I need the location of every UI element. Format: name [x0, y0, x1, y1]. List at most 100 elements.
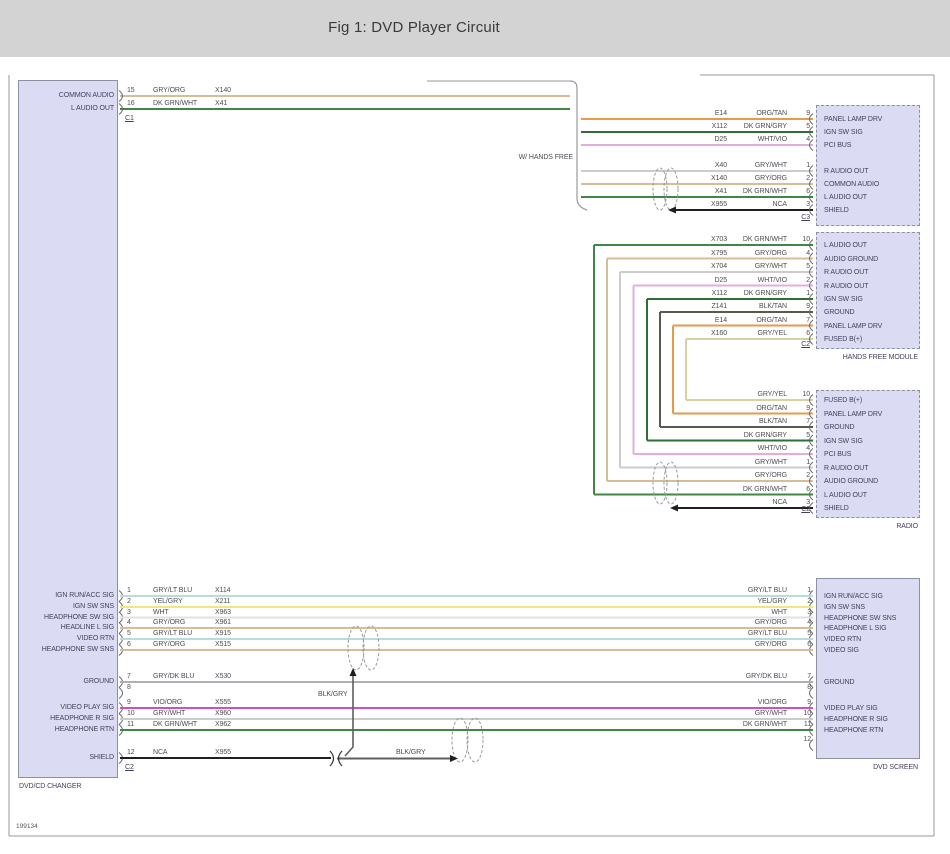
wire-id-label: X515 [215, 641, 231, 648]
radio-box [816, 390, 920, 518]
pin-label: PCI BUS [824, 451, 852, 458]
wire-color-label: ORG/TAN [756, 316, 787, 324]
wire-color-label: WHT/VIO [757, 136, 787, 143]
wire-color-label: BLK/GRY [318, 691, 348, 698]
dvd-screen-box [816, 578, 920, 759]
wire-color-label: DK GRN/WHT [742, 236, 787, 243]
wire-color-label: DK GRN/WHT [742, 721, 787, 728]
pin-number: 9 [127, 699, 131, 706]
shield-symbol [451, 717, 469, 763]
wire-id-label: X961 [215, 619, 231, 626]
figure-code: 199134 [16, 823, 38, 830]
wire-color-label: NCA [153, 749, 168, 756]
pin-label: IGN SW SNS [72, 603, 114, 610]
pin-bracket [809, 165, 814, 177]
wire-color-label: NCA [772, 201, 788, 208]
pin-number: 1 [807, 587, 811, 594]
wire-color-label: ORG/TAN [756, 404, 787, 412]
wire-color-label: BLK/TAN [759, 418, 787, 425]
pin-bracket [118, 687, 123, 699]
wire-color-label: NCA [772, 499, 788, 506]
wire-id-label: X114 [215, 587, 231, 594]
wire-color-label: WHT/VIO [757, 445, 787, 452]
splice-connector [329, 750, 335, 767]
wire-color-label: GRY/WHT [754, 458, 787, 466]
pin-label: R AUDIO OUT [824, 269, 869, 276]
pin-number: 4 [127, 619, 131, 626]
pin-number: 10 [802, 236, 810, 243]
wire-color-label: BLK/GRY [396, 749, 426, 756]
pin-label: IGN SW SIG [824, 437, 863, 445]
pin-number: 8 [807, 684, 811, 691]
wire-color-label: GRY/ORG [754, 619, 787, 626]
box-label: DVD SCREEN [873, 764, 918, 771]
pin-number: 3 [807, 608, 811, 616]
wire-color-label: VIO/ORG [757, 699, 787, 706]
connector-id: C1 [125, 115, 134, 122]
pin-bracket [809, 279, 814, 292]
wire-id-label: X40 [714, 162, 727, 169]
wire-id-label: Z141 [711, 303, 727, 310]
pin-bracket [809, 239, 814, 251]
box-label: DVD/CD CHANGER [19, 783, 82, 790]
wire-color-label: WHT [771, 608, 787, 616]
pin-bracket [809, 266, 814, 278]
pin-label: VIDEO PLAY SIG [60, 704, 114, 711]
wire-color-label: DK GRN/WHT [742, 188, 787, 195]
shield-symbol [362, 625, 380, 671]
pin-label: FUSED B(+) [824, 336, 863, 343]
wire-id-label: X112 [711, 123, 728, 130]
pin-label: FUSED B(+) [824, 397, 863, 404]
pin-number: 2 [806, 276, 810, 284]
wire-id-label: X140 [215, 87, 231, 94]
blk-gry-vertical [344, 673, 354, 757]
pin-number: 15 [127, 87, 135, 94]
dvd-cd-changer-box [18, 80, 118, 778]
pin-number: 8 [127, 684, 131, 691]
pin-number: 4 [806, 445, 810, 452]
wire-arrow [670, 504, 678, 512]
wire-color-label: GRY/ORG [153, 641, 186, 648]
wire-color-label: GRY/ORG [754, 175, 787, 182]
wire-id-label: X160 [711, 330, 727, 337]
pin-bracket [809, 421, 814, 433]
pin-number: 4 [806, 136, 810, 143]
wire-id-label: E14 [714, 110, 727, 117]
box-label: RADIO [896, 523, 918, 530]
shield-symbol [652, 167, 668, 211]
wire-arrow [668, 206, 676, 214]
wire-color-label: GRY/DK BLU [153, 673, 195, 680]
wire-color-label: DK GRN/GRY [743, 123, 787, 130]
pin-number: 1 [127, 587, 131, 594]
figure-title: Fig 1: DVD Player Circuit [328, 19, 500, 36]
wire-id-label: E14 [714, 316, 727, 324]
pin-label: VIDEO RTN [76, 635, 114, 642]
pin-bracket [809, 475, 814, 487]
pin-number: 9 [806, 303, 810, 310]
pin-label: R AUDIO OUT [824, 168, 869, 175]
wire-color-label: DK GRN/WHT [153, 721, 198, 728]
pin-number: 1 [806, 458, 810, 466]
pin-number: 6 [127, 641, 131, 648]
wiring-diagram: DVD/CD CHANGER HANDS FREE MODULE RADIO DVD … [0, 57, 950, 854]
box-label: HANDS FREE MODULE [842, 354, 918, 361]
hands-free-module-c2-box [816, 232, 920, 349]
pin-label: L AUDIO OUT [824, 491, 867, 499]
pin-number: 4 [806, 249, 810, 257]
wire-id-label: X795 [711, 249, 727, 257]
wire-color-label: GRY/ORG [754, 641, 787, 648]
wiring-svg [8, 74, 935, 837]
wire-id-label: X41 [215, 100, 228, 107]
pin-bracket [809, 113, 814, 125]
pin-label: GROUND [824, 424, 855, 431]
pin-number: 5 [127, 630, 131, 637]
pin-label: AUDIO GROUND [824, 255, 879, 263]
pin-number: 5 [806, 431, 810, 439]
pin-label: HEADPHONE SW SNS [41, 646, 114, 653]
pin-bracket [809, 687, 814, 699]
pin-bracket [809, 434, 814, 447]
wire-color-label: GRY/WHT [754, 263, 787, 270]
wire-id-label: X915 [215, 630, 231, 637]
wire-color-label: DK GRN/WHT [153, 100, 198, 107]
wire-color-label: WHT [153, 608, 169, 616]
